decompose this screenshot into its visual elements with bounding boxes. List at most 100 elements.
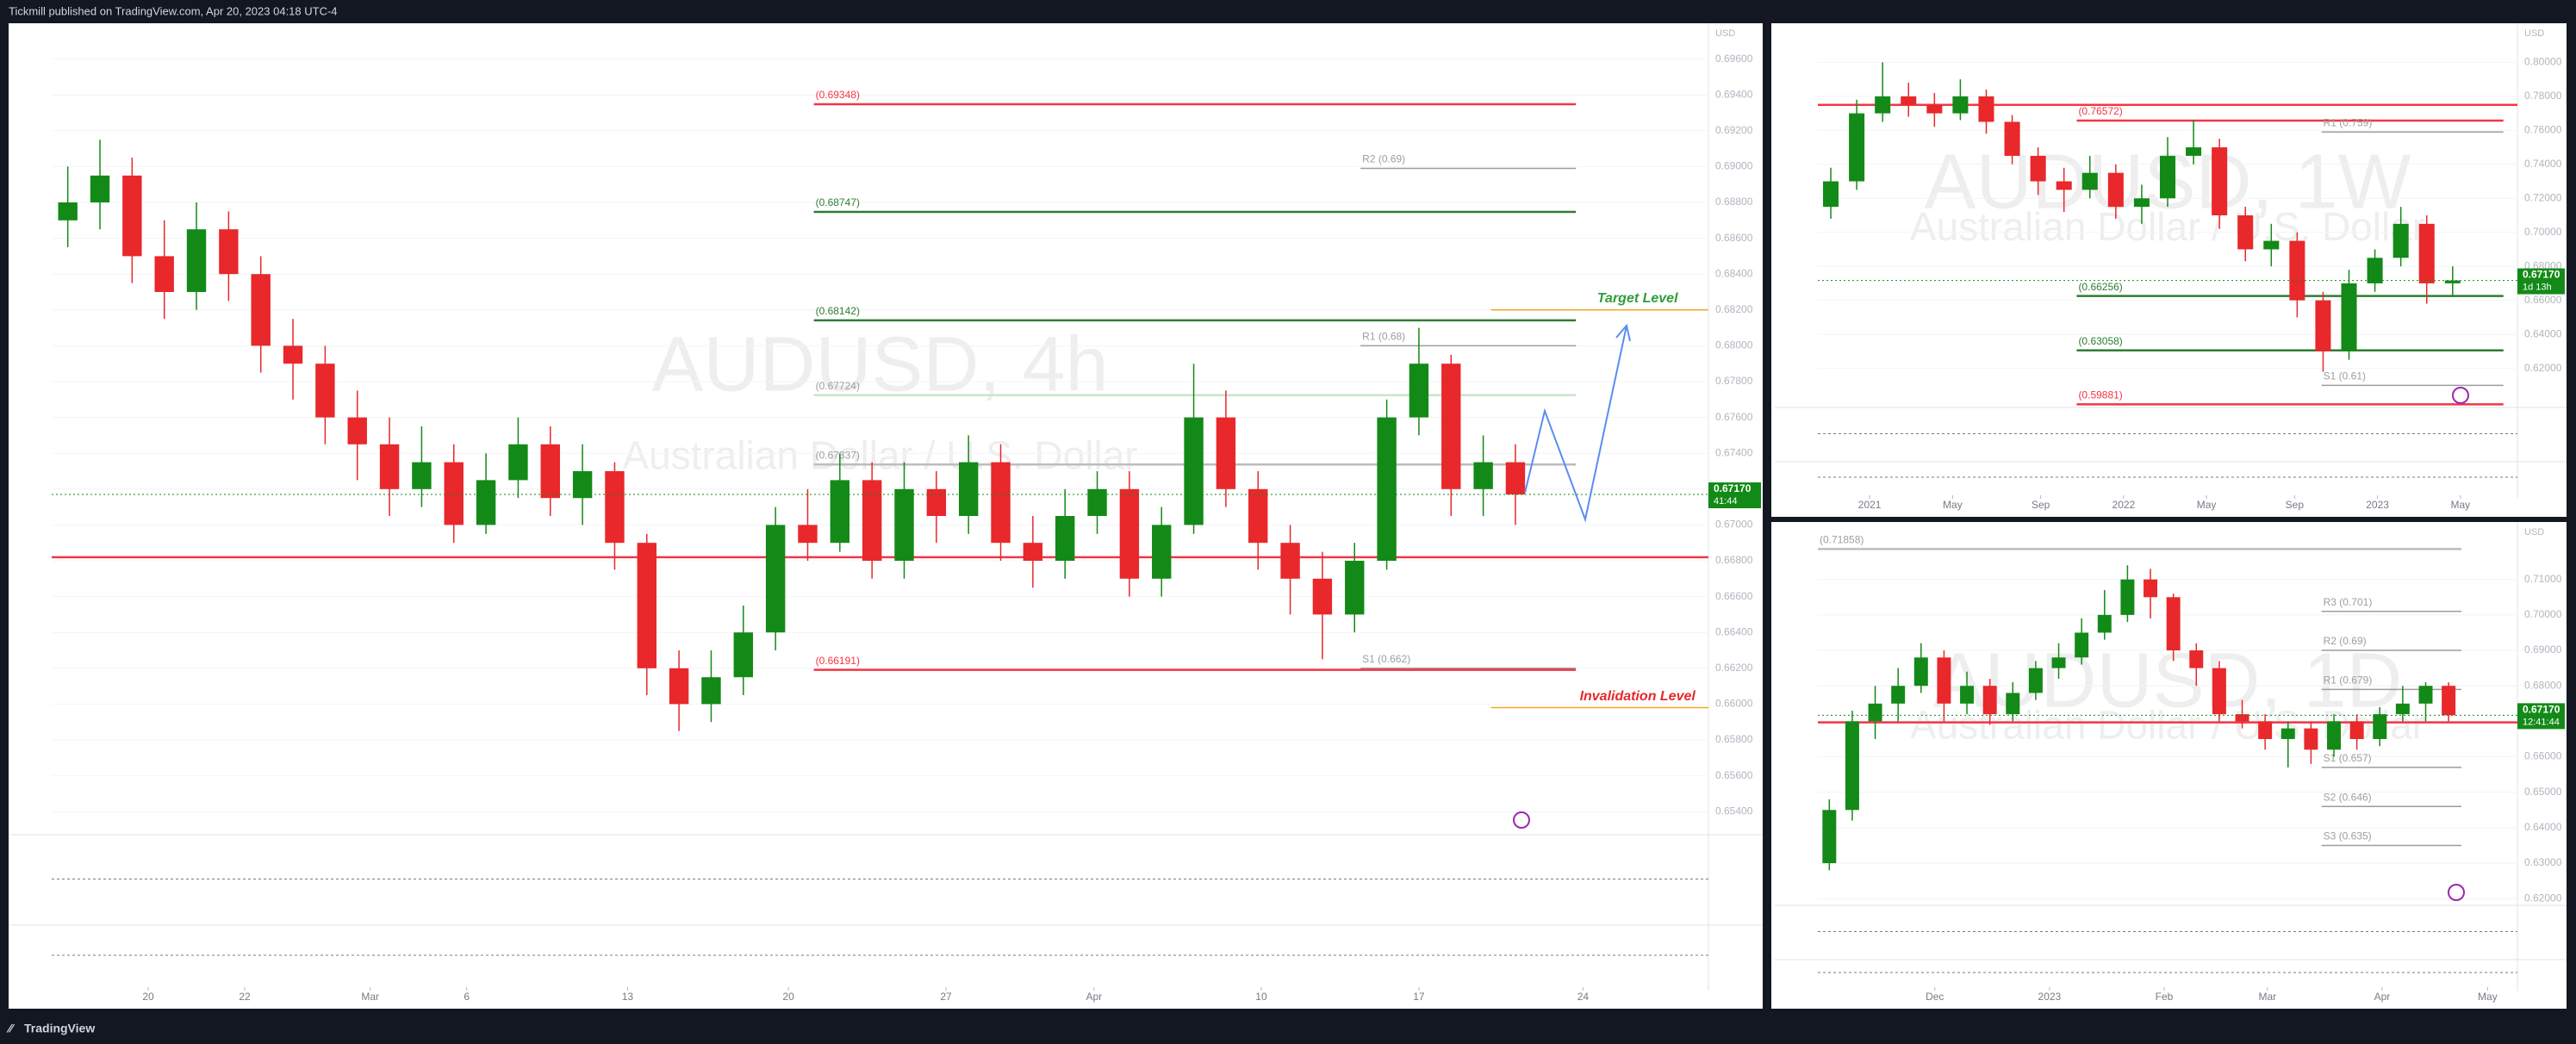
y-tick-label: 0.76000 xyxy=(2524,123,2562,135)
x-tick-label: Apr xyxy=(1086,991,1102,1003)
x-tick-label: 2023 xyxy=(2038,991,2062,1003)
candle-body xyxy=(2442,686,2456,716)
y-tick-label: 0.64000 xyxy=(2524,821,2562,833)
x-tick-label: 2021 xyxy=(1858,499,1882,511)
x-tick-label: May xyxy=(1943,499,1963,511)
level-label: S1 (0.657) xyxy=(2324,752,2372,764)
candle-body xyxy=(1952,96,1969,114)
x-tick-label: 10 xyxy=(1255,991,1267,1003)
brand: TradingView xyxy=(24,1022,95,1035)
level-label: (0.67724) xyxy=(816,380,860,392)
candle-body xyxy=(2263,240,2280,250)
candle-body xyxy=(2235,714,2249,722)
projection-arrowhead xyxy=(1615,323,1631,342)
candle-body xyxy=(2237,214,2254,250)
daily-pane xyxy=(1771,522,2567,1009)
x-tick-label: 2023 xyxy=(2366,499,2389,511)
y-tick-label: 0.63000 xyxy=(2524,856,2562,868)
candle-body xyxy=(1505,462,1526,495)
candle-body xyxy=(2341,283,2357,351)
y-tick-label: 0.65400 xyxy=(1715,805,1753,817)
candle-body xyxy=(798,525,818,544)
candle-body xyxy=(958,462,979,516)
brand-logo: ⁄⁄ xyxy=(6,1022,15,1035)
candle-body xyxy=(1377,417,1397,561)
candle-body xyxy=(1473,462,1493,489)
candle-body xyxy=(1937,657,1951,704)
candle-body xyxy=(2081,172,2098,190)
candle-body xyxy=(1152,525,1172,579)
candle-body xyxy=(508,444,528,481)
x-tick-label: 22 xyxy=(239,991,251,1003)
y-tick-label: 0.71000 xyxy=(2524,573,2562,585)
candle-body xyxy=(2004,121,2020,156)
y-tick-label: 0.70000 xyxy=(2524,226,2562,238)
last-price-badge xyxy=(2517,703,2565,730)
candle-body xyxy=(2315,300,2331,351)
candle-body xyxy=(1901,96,1917,105)
level-label: (0.63058) xyxy=(2078,335,2122,347)
event-icon[interactable] xyxy=(2448,884,2465,901)
x-tick-label: May xyxy=(2197,499,2217,511)
candle-body xyxy=(926,488,947,516)
y-tick-label: 0.66200 xyxy=(1715,662,1753,674)
currency-label: USD xyxy=(1715,28,1735,39)
candle-body xyxy=(2186,147,2202,156)
y-tick-label: 0.69600 xyxy=(1715,53,1753,65)
candle-body xyxy=(2075,632,2089,658)
y-tick-label: 0.65600 xyxy=(1715,769,1753,781)
y-tick-label: 0.69400 xyxy=(1715,88,1753,100)
candle-body xyxy=(1280,543,1300,579)
level-label: R1 (0.68) xyxy=(1362,331,1405,343)
candle-body xyxy=(2212,668,2226,715)
candle-body xyxy=(251,274,271,346)
x-tick-label: 6 xyxy=(464,991,470,1003)
y-tick-label: 0.66400 xyxy=(1715,625,1753,637)
candle-body xyxy=(540,444,560,499)
y-tick-label: 0.68200 xyxy=(1715,303,1753,315)
level-label: S1 (0.662) xyxy=(1362,653,1410,665)
candle-body xyxy=(637,543,656,668)
candle-body xyxy=(2304,728,2318,750)
y-tick-label: 0.68600 xyxy=(1715,232,1753,244)
candle-body xyxy=(1978,96,1994,122)
y-tick-label: 0.67000 xyxy=(1715,519,1753,531)
last-price-label: 0.67170 xyxy=(1714,482,1752,494)
candle-body xyxy=(1913,657,1928,687)
candle-body xyxy=(1055,516,1075,561)
y-tick-label: 0.68400 xyxy=(1715,267,1753,279)
watermark-subtitle: Australian Dollar / U.S. Dollar xyxy=(622,433,1137,478)
candle-body xyxy=(2280,728,2295,739)
y-tick-label: 0.67600 xyxy=(1715,411,1753,423)
candle-body xyxy=(1248,488,1268,544)
candle-body xyxy=(2212,147,2228,215)
candle-body xyxy=(991,462,1011,544)
candle-body xyxy=(2349,721,2364,739)
level-label: S3 (0.635) xyxy=(2324,830,2372,842)
projection-path xyxy=(1524,325,1627,523)
candle-body xyxy=(2133,198,2150,208)
candle-body xyxy=(347,417,367,444)
candle-body xyxy=(1312,578,1333,615)
y-tick-label: 0.68000 xyxy=(1715,339,1753,351)
level-label: R3 (0.701) xyxy=(2324,596,2373,608)
y-tick-label: 0.70000 xyxy=(2524,608,2562,620)
annotation-text: Target Level xyxy=(1597,291,1678,306)
event-icon[interactable] xyxy=(2452,387,2469,404)
x-tick-label: 27 xyxy=(940,991,952,1003)
countdown-label: 12:41:44 xyxy=(2523,717,2560,727)
level-label: (0.68747) xyxy=(816,196,860,208)
candle-body xyxy=(862,480,882,561)
candle-body xyxy=(1023,543,1043,561)
y-tick-label: 0.68000 xyxy=(2524,679,2562,691)
watermark-title: AUDUSD, 4h xyxy=(651,321,1108,407)
candle-body xyxy=(315,364,335,418)
x-tick-label: Mar xyxy=(361,991,379,1003)
event-icon[interactable] xyxy=(1513,811,1530,829)
candle-body xyxy=(2258,721,2273,739)
x-tick-label: May xyxy=(2478,991,2498,1003)
candle-body xyxy=(701,677,721,705)
x-tick-label: 13 xyxy=(622,991,634,1003)
candle-body xyxy=(572,471,593,499)
